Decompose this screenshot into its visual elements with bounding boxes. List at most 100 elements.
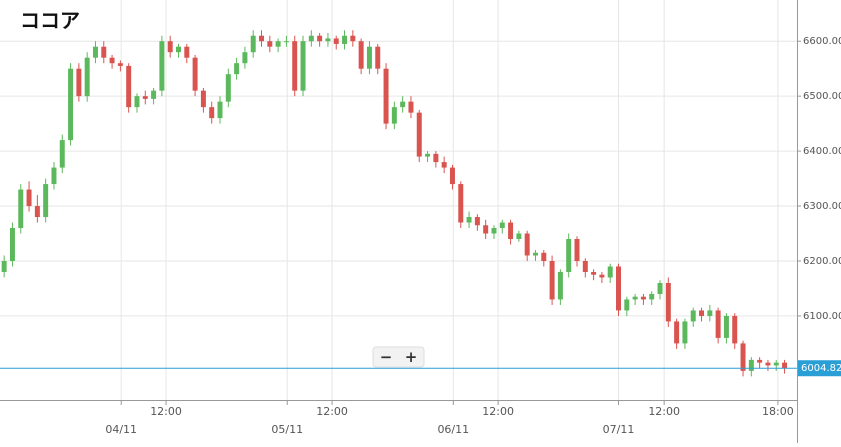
candle-body xyxy=(765,362,771,366)
candle-body xyxy=(632,296,638,300)
candle-body xyxy=(18,189,24,229)
candle-body xyxy=(449,167,455,185)
candle-body xyxy=(665,282,671,322)
candle-body xyxy=(308,35,314,42)
candle-body xyxy=(184,46,190,58)
candle-body xyxy=(126,65,132,108)
candle-body xyxy=(101,46,107,58)
candle-body xyxy=(508,222,514,240)
candle-body xyxy=(275,41,281,47)
candle-body xyxy=(624,299,630,311)
candle-body xyxy=(325,38,331,42)
candle-body xyxy=(283,41,289,43)
candle-body xyxy=(616,266,621,311)
zoom-controls: − + xyxy=(372,346,425,368)
candle-body xyxy=(416,112,422,157)
candle-body xyxy=(317,35,323,42)
candle-body xyxy=(441,162,447,168)
candle-body xyxy=(366,46,372,69)
candle-body xyxy=(557,271,563,300)
x-tick-label: 12:00 xyxy=(482,405,514,418)
candle-body xyxy=(707,310,713,316)
y-tick-label: 6600.00 xyxy=(803,36,841,47)
candle-body xyxy=(566,239,572,272)
candle-body xyxy=(715,310,721,338)
candle-body xyxy=(92,46,98,58)
zoom-out-button[interactable]: − xyxy=(380,348,393,366)
candle-body xyxy=(250,35,256,53)
candle-body xyxy=(582,260,588,272)
candle-body xyxy=(358,41,364,69)
candle-body xyxy=(748,359,754,371)
candle-body xyxy=(267,41,273,47)
candle-body xyxy=(26,189,32,207)
x-tick-label: 12:00 xyxy=(150,405,182,418)
candle-body xyxy=(176,46,181,53)
candle-body xyxy=(1,260,7,272)
zoom-box xyxy=(372,346,425,368)
x-tick-label: 04/11 xyxy=(105,423,137,436)
candle-body xyxy=(657,282,663,294)
candle-body xyxy=(68,68,74,141)
candle-body xyxy=(134,96,140,108)
candle-body xyxy=(383,68,389,124)
candle-body xyxy=(159,41,165,91)
candle-body xyxy=(690,310,696,322)
candle-body xyxy=(674,321,680,344)
candle-body xyxy=(541,252,547,261)
candle-body xyxy=(773,362,779,366)
x-tick-label: 18:00 xyxy=(762,405,794,418)
candle-body xyxy=(192,57,198,91)
candle-body xyxy=(76,68,82,97)
candle-body xyxy=(532,252,538,256)
candle-body xyxy=(333,38,339,44)
candle-body xyxy=(425,153,431,157)
candle-body xyxy=(300,41,306,91)
candle-body xyxy=(740,343,746,371)
candle-body xyxy=(225,74,231,102)
candle-body xyxy=(458,184,464,223)
candle-body xyxy=(732,315,738,344)
x-tick-label: 07/11 xyxy=(603,423,635,436)
candle-body xyxy=(242,52,248,64)
candle-body xyxy=(109,57,115,64)
candle-body xyxy=(499,222,505,229)
candle-body xyxy=(433,153,439,163)
candle-body xyxy=(649,293,655,300)
candle-body xyxy=(640,296,646,300)
candle-body xyxy=(43,184,49,218)
candle-body xyxy=(574,239,580,261)
candle-body xyxy=(51,167,57,185)
candle-body xyxy=(259,35,265,42)
candle-body xyxy=(549,260,555,300)
candle-body xyxy=(375,46,381,69)
candle-body xyxy=(408,101,414,113)
candle-body xyxy=(591,271,597,275)
candle-body xyxy=(234,63,240,75)
candle-body xyxy=(151,90,157,99)
candle-body xyxy=(757,359,763,363)
x-tick-label: 06/11 xyxy=(437,423,469,436)
candle-body xyxy=(516,233,522,240)
current-price-label: 6004.82 xyxy=(801,363,841,374)
candle-body xyxy=(350,35,356,42)
y-tick-label: 6300.00 xyxy=(803,201,841,212)
zoom-in-button[interactable]: + xyxy=(405,348,418,366)
candle-body xyxy=(209,107,215,119)
candle-body xyxy=(292,41,298,91)
candle-body xyxy=(474,217,480,226)
chart-title: ココア xyxy=(20,9,80,33)
candle-body xyxy=(117,63,123,66)
candle-body xyxy=(200,90,206,108)
candle-body xyxy=(599,274,605,278)
candle-body xyxy=(400,101,406,108)
candle-body xyxy=(782,362,788,369)
y-tick-label: 6400.00 xyxy=(803,146,841,157)
candle-body xyxy=(84,57,90,97)
candle-body xyxy=(466,217,472,223)
y-tick-label: 6200.00 xyxy=(803,256,841,267)
candle-body xyxy=(342,35,348,44)
candle-body xyxy=(699,310,705,316)
